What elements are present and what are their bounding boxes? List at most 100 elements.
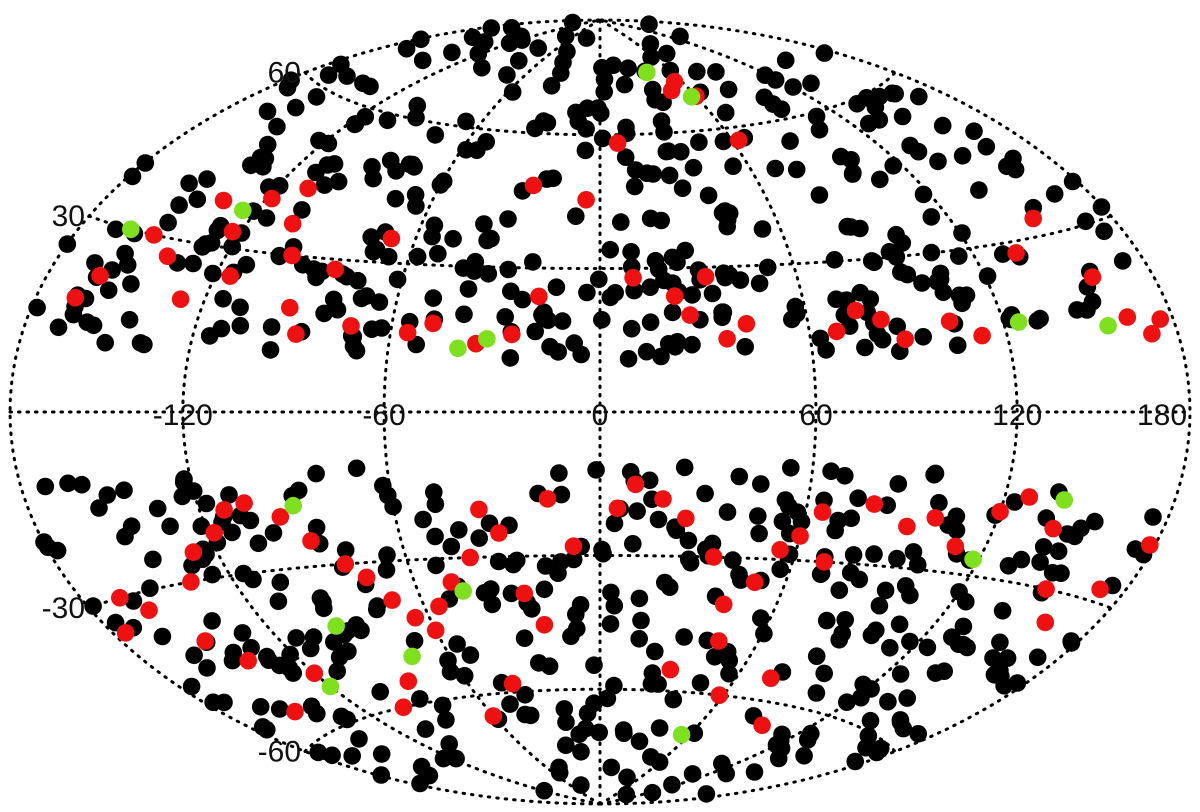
data-point-black [641, 35, 660, 53]
data-point-black [39, 538, 57, 556]
data-point-black [817, 611, 836, 630]
data-point-black [386, 189, 405, 208]
data-point-black [479, 265, 498, 283]
data-point-black [664, 690, 683, 709]
data-point-black [908, 555, 927, 574]
data-point-black [282, 71, 300, 89]
data-point-black [502, 584, 521, 603]
data-point-black [502, 19, 521, 37]
data-point-black [457, 112, 475, 131]
data-point-black [922, 208, 941, 226]
data-point-black [690, 133, 708, 151]
data-point-black [223, 237, 241, 256]
data-point-black [602, 583, 620, 602]
data-point-black [387, 162, 405, 180]
data-point-black [347, 459, 366, 478]
data-point-black [643, 783, 662, 802]
data-point-black [844, 546, 863, 564]
data-point-black [881, 639, 899, 657]
data-point-black [663, 303, 682, 322]
data-point-black [434, 172, 453, 190]
data-point-black [185, 646, 203, 665]
data-point-black [310, 131, 328, 150]
data-point-green [321, 677, 340, 696]
data-point-black [991, 633, 1009, 652]
data-point-black [953, 294, 971, 313]
data-point-black [315, 176, 334, 194]
data-point-black [1028, 648, 1047, 667]
data-point-red [1151, 310, 1169, 328]
data-point-black [372, 319, 391, 337]
data-point-black [615, 75, 634, 94]
data-point-black [644, 165, 662, 183]
data-point-black [749, 507, 767, 525]
data-point-black [766, 159, 785, 178]
data-point-black [601, 240, 619, 259]
data-point-black [827, 290, 845, 309]
data-point-black [593, 59, 611, 77]
data-point-black [719, 80, 738, 99]
data-point-black [684, 158, 703, 177]
data-point-black [646, 642, 664, 661]
data-point-black [1076, 212, 1095, 231]
data-point-red [771, 541, 789, 559]
data-point-red [484, 707, 503, 725]
data-point-black [444, 230, 462, 248]
data-point-red [846, 301, 865, 320]
data-point-black [901, 586, 919, 605]
data-point-black [933, 116, 952, 135]
data-point-black [424, 289, 443, 307]
data-point-black [830, 581, 849, 599]
data-point-black [871, 739, 890, 758]
meridian-60 [598, 18, 818, 806]
data-point-black [977, 137, 996, 156]
data-point-black [550, 464, 568, 482]
data-point-red [215, 501, 233, 519]
data-point-black [753, 220, 772, 238]
data-point-black [913, 274, 931, 292]
data-point-black [153, 627, 172, 646]
data-point-black [96, 333, 114, 352]
data-point-black [861, 711, 880, 730]
y-tick-label-neg30: -30 [42, 592, 85, 625]
data-point-black [287, 629, 306, 647]
data-point-black [970, 181, 988, 199]
data-point-red [214, 191, 233, 210]
data-point-black [1031, 309, 1049, 328]
data-point-black [859, 114, 878, 133]
data-point-black [953, 224, 971, 242]
data-point-black [707, 63, 725, 81]
data-point-black [557, 736, 575, 755]
data-point-red [624, 269, 642, 287]
data-point-black [672, 143, 690, 161]
data-point-black [630, 630, 648, 648]
data-point-black [542, 77, 561, 95]
data-point-black [429, 244, 447, 263]
data-point-black [470, 529, 489, 547]
data-point-black [377, 561, 396, 579]
data-point-black [184, 254, 202, 273]
data-point-black [616, 148, 635, 166]
data-point-black [461, 646, 480, 664]
tick-labels: -120 -60 0 60 120 180 60 30 -30 -60 [42, 56, 1187, 768]
data-point-black [718, 217, 736, 236]
meridian--120 [181, 18, 602, 806]
data-point-black [170, 196, 188, 214]
data-point-black [630, 589, 649, 608]
data-point-black [771, 560, 789, 579]
data-point-black [148, 499, 167, 518]
data-point-red [791, 527, 809, 545]
data-point-black [815, 664, 833, 683]
data-point-black [836, 611, 854, 629]
meridian-120 [598, 18, 1019, 806]
data-point-red [426, 621, 445, 640]
data-point-black [455, 305, 473, 324]
data-point-black [325, 155, 344, 173]
y-tick-label-30: 30 [52, 200, 85, 233]
data-point-red [661, 660, 680, 679]
data-point-red [813, 503, 832, 521]
data-point-black [699, 186, 718, 205]
data-point-black [503, 83, 522, 101]
data-point-black [123, 167, 142, 186]
